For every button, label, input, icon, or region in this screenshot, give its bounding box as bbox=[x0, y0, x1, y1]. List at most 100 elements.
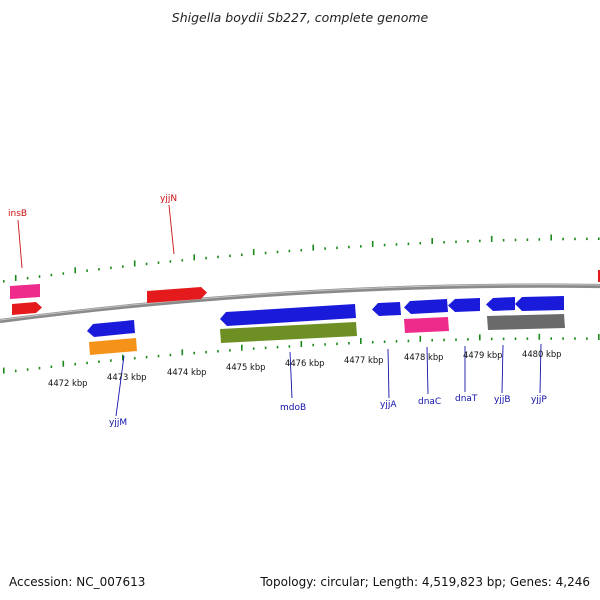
minor-tick bbox=[574, 237, 576, 241]
minor-tick bbox=[395, 243, 398, 246]
ruler-label-4479: 4479 kbp bbox=[463, 350, 502, 360]
major-tick bbox=[14, 275, 17, 281]
minor-tick bbox=[205, 350, 207, 354]
minor-tick bbox=[526, 238, 529, 241]
minor-tick bbox=[562, 237, 564, 241]
gene-dnac-pink[interactable] bbox=[404, 317, 449, 333]
minor-tick bbox=[193, 351, 195, 355]
minor-tick bbox=[62, 272, 65, 275]
minor-tick bbox=[229, 349, 231, 352]
gene-yjjm[interactable] bbox=[87, 320, 135, 337]
leader-yjjm bbox=[115, 355, 125, 417]
major-tick bbox=[241, 344, 243, 351]
major-tick bbox=[419, 335, 422, 342]
minor-tick bbox=[133, 357, 136, 360]
leader-insb bbox=[17, 219, 23, 269]
minor-tick bbox=[217, 350, 219, 353]
minor-tick bbox=[38, 366, 41, 370]
minor-tick bbox=[86, 269, 88, 272]
gene-label-insb[interactable]: insB bbox=[8, 209, 27, 219]
inner-tick-track bbox=[3, 333, 600, 374]
gene-yjjm-orange[interactable] bbox=[89, 338, 137, 355]
major-tick bbox=[360, 338, 362, 344]
minor-tick bbox=[526, 337, 529, 340]
gene-label-yjjn[interactable]: yjjN bbox=[160, 194, 177, 204]
minor-tick bbox=[383, 243, 386, 247]
gene-label-yjja[interactable]: yjjA bbox=[380, 400, 397, 410]
minor-tick bbox=[276, 345, 279, 349]
gene-label-yjjm[interactable]: yjjM bbox=[109, 418, 127, 428]
minor-tick bbox=[514, 337, 517, 340]
gene-yjjp[interactable] bbox=[515, 296, 564, 311]
minor-tick bbox=[169, 260, 172, 263]
gene-yjjb[interactable] bbox=[486, 297, 515, 311]
gene-yjjp-gray[interactable] bbox=[487, 314, 565, 330]
minor-tick bbox=[288, 249, 291, 253]
minor-tick bbox=[443, 241, 445, 244]
leader-yjjp bbox=[539, 343, 542, 394]
minor-tick bbox=[502, 239, 505, 242]
minor-tick bbox=[181, 259, 184, 262]
gene-label-yjjp[interactable]: yjjP bbox=[531, 395, 547, 405]
gene-label-mdob[interactable]: mdoB bbox=[280, 403, 306, 413]
minor-tick bbox=[300, 249, 303, 252]
major-tick bbox=[133, 260, 136, 267]
minor-tick bbox=[467, 338, 469, 341]
leader-yjja bbox=[387, 348, 390, 399]
minor-tick bbox=[264, 251, 267, 255]
minor-tick bbox=[586, 337, 588, 340]
minor-tick bbox=[455, 240, 457, 244]
ruler-label-4476: 4476 kbp bbox=[285, 358, 324, 368]
major-tick bbox=[371, 240, 374, 247]
minor-tick bbox=[336, 342, 338, 346]
gene-mdob-olive[interactable] bbox=[220, 322, 357, 343]
topology-text: Topology: circular; Length: 4,519,823 bp… bbox=[260, 575, 590, 589]
minor-tick bbox=[348, 342, 350, 345]
gene-label-dnac[interactable]: dnaC bbox=[418, 397, 441, 407]
major-tick bbox=[431, 238, 433, 244]
minor-tick bbox=[371, 341, 374, 344]
major-tick bbox=[598, 334, 600, 340]
gene-yjjn[interactable] bbox=[147, 287, 207, 303]
leader-mdob bbox=[289, 351, 293, 399]
minor-tick bbox=[252, 347, 255, 350]
major-tick bbox=[122, 354, 124, 361]
minor-tick bbox=[276, 250, 279, 254]
minor-tick bbox=[217, 255, 219, 259]
gene-label-dnat[interactable]: dnaT bbox=[455, 394, 478, 404]
genome-backbone bbox=[0, 283, 600, 324]
minor-tick bbox=[383, 340, 386, 343]
gene-insb-red[interactable] bbox=[12, 302, 42, 315]
minor-tick bbox=[14, 369, 17, 373]
minor-tick bbox=[98, 268, 100, 271]
gene-dnat[interactable] bbox=[448, 298, 480, 312]
minor-tick bbox=[50, 273, 53, 277]
minor-tick bbox=[574, 337, 576, 340]
accession-text: Accession: NC_007613 bbox=[9, 575, 146, 589]
minor-tick bbox=[538, 238, 541, 241]
major-tick bbox=[181, 349, 184, 356]
minor-tick bbox=[50, 365, 53, 368]
gene-label-yjjb[interactable]: yjjB bbox=[494, 395, 511, 405]
map-title: Shigella boydii Sb227, complete genome bbox=[171, 10, 429, 25]
ruler-label-4473: 4473 kbp bbox=[107, 372, 146, 382]
outer-tick-track bbox=[3, 234, 600, 283]
minor-tick bbox=[407, 339, 410, 343]
minor-tick bbox=[110, 266, 112, 270]
minor-tick bbox=[479, 239, 481, 243]
minor-tick bbox=[431, 339, 433, 342]
major-tick bbox=[300, 341, 303, 347]
gene-dnac[interactable] bbox=[404, 299, 448, 314]
major-tick bbox=[490, 235, 493, 242]
minor-tick bbox=[157, 354, 160, 358]
gene-insb-pink[interactable] bbox=[10, 284, 40, 299]
minor-tick bbox=[264, 346, 267, 350]
major-tick bbox=[479, 334, 481, 341]
minor-tick bbox=[443, 338, 445, 342]
minor-tick bbox=[360, 245, 362, 248]
gene-mdob[interactable] bbox=[220, 304, 356, 326]
gene-yjja[interactable] bbox=[372, 302, 401, 316]
minor-tick bbox=[3, 280, 5, 283]
ruler-label-4478: 4478 kbp bbox=[404, 352, 443, 362]
